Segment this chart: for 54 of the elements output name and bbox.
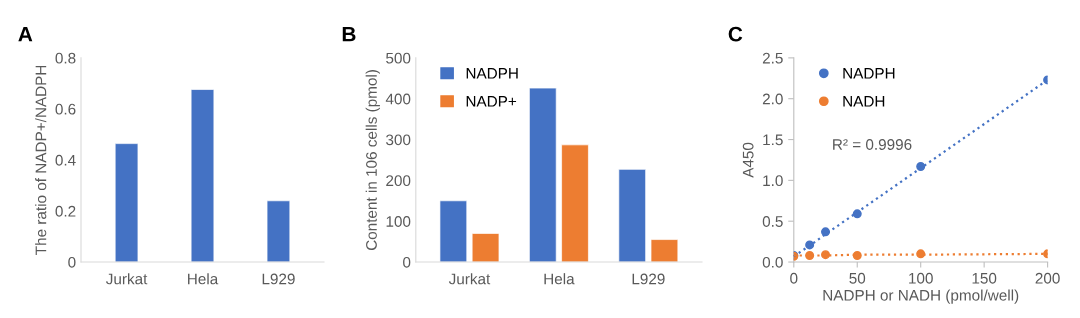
y-tick-label: 0.5 [762, 216, 783, 227]
x-tick-label: L929 [262, 273, 295, 285]
x-tick-label: Jurkat [106, 273, 148, 285]
bar [439, 200, 468, 263]
bar [114, 143, 139, 263]
point [852, 250, 862, 260]
y-tick-label: 0.6 [55, 103, 76, 115]
point [852, 209, 862, 219]
annotation: R² = 0.9996 [833, 139, 912, 150]
y-tick-label: 400 [385, 93, 411, 105]
x-tick-label: 50 [849, 272, 866, 284]
bar [650, 239, 679, 263]
y-tick-label: 500 [386, 52, 411, 64]
y-tick-label: 0 [403, 256, 411, 268]
point [916, 161, 926, 171]
chart-title: A [18, 26, 33, 42]
x-tick-label: Hela [544, 273, 575, 285]
y-tick-label: 0 [68, 256, 76, 268]
bar [266, 200, 291, 263]
point [805, 240, 815, 250]
x-tick-label: L929 [632, 273, 665, 285]
y-axis-title: Content in 106 cells (pmol) [365, 70, 380, 251]
y-tick-label: 1.5 [763, 134, 783, 146]
x-tick-label: Hela [188, 273, 219, 285]
y-tick-label: 100 [386, 216, 411, 227]
y-axis-title: A450 [742, 142, 754, 178]
y-axis-title: The ratio of NADP+/NADPH [35, 65, 47, 255]
y-tick-label: 1.0 [763, 175, 783, 187]
chart-title: B [342, 26, 356, 42]
legend-label: NADH [843, 96, 885, 107]
bar [618, 169, 646, 263]
y-tick-label: 0.0 [762, 256, 783, 268]
point [821, 250, 831, 260]
chart-title: C [728, 26, 743, 42]
y-tick-label: 0.4 [55, 154, 76, 166]
x-tick-label: 100 [909, 272, 933, 284]
x-axis-title: NADPH or NADH (pmol/well) [823, 289, 1019, 304]
legend-label: NADP+ [466, 96, 517, 107]
y-tick-label: 300 [386, 134, 411, 146]
y-tick-label: 2.5 [762, 52, 783, 64]
y-tick-label: 0.8 [55, 52, 76, 64]
x-tick-label: 200 [1035, 272, 1060, 284]
bar [529, 87, 557, 263]
y-tick-label: 0.2 [55, 205, 76, 217]
x-tick-label: Jurkat [448, 273, 491, 285]
bar [561, 144, 589, 263]
x-tick-label: 150 [972, 272, 997, 284]
x-tick-label: 0 [790, 272, 798, 284]
bar [190, 89, 215, 263]
bar [471, 233, 500, 263]
legend-label: NADPH [843, 68, 895, 79]
y-tick-label: 200 [386, 175, 411, 187]
y-tick-label: 2.0 [762, 93, 783, 105]
legend-label: NADPH [466, 68, 518, 79]
